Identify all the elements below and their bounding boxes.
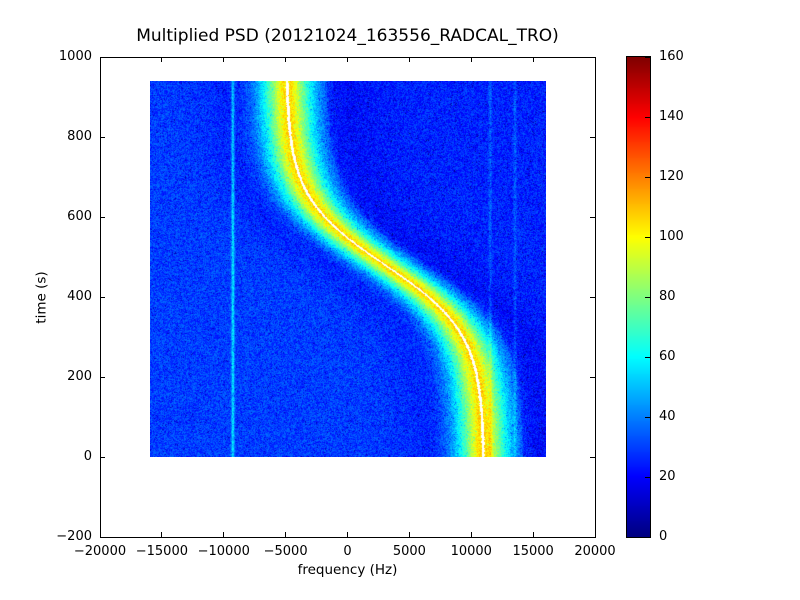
x-tick-mark — [470, 57, 472, 62]
colorbar-tick-label: 160 — [659, 49, 684, 64]
y-tick-mark — [100, 216, 105, 218]
x-tick-mark — [285, 57, 287, 62]
y-tick-mark — [590, 376, 595, 378]
x-tick-label: −15000 — [135, 544, 188, 559]
x-tick-label: −10000 — [197, 544, 250, 559]
y-tick-label: 1000 — [58, 49, 92, 64]
colorbar-tick-label: 140 — [659, 109, 684, 124]
x-tick-mark — [347, 57, 348, 62]
y-tick-mark — [590, 56, 595, 58]
y-tick-mark — [100, 376, 105, 378]
x-tick-mark — [161, 57, 163, 62]
colorbar-tick-mark — [645, 296, 650, 298]
y-tick-mark — [100, 136, 105, 138]
x-tick-mark — [470, 532, 472, 537]
x-tick-label: 10000 — [450, 544, 492, 559]
colorbar-tick-mark — [645, 536, 650, 538]
y-tick-label: 600 — [67, 209, 92, 224]
colorbar-tick-label: 60 — [659, 349, 676, 364]
y-tick-mark — [590, 216, 595, 218]
y-tick-label: −200 — [56, 529, 92, 544]
y-tick-mark — [100, 56, 105, 58]
colorbar — [626, 56, 651, 538]
colorbar-tick-mark — [645, 176, 650, 178]
y-tick-mark — [590, 296, 595, 298]
x-tick-mark — [223, 57, 225, 62]
x-tick-mark — [285, 532, 287, 537]
x-tick-mark — [347, 532, 348, 537]
x-axis-label: frequency (Hz) — [297, 562, 398, 578]
colorbar-gradient — [627, 57, 650, 537]
colorbar-tick-mark — [645, 116, 650, 118]
y-tick-mark — [100, 536, 105, 538]
plot-frame — [100, 57, 596, 538]
y-tick-label: 200 — [67, 369, 92, 384]
y-tick-label: 0 — [83, 449, 92, 464]
colorbar-tick-mark — [645, 56, 650, 58]
x-tick-label: 15000 — [512, 544, 554, 559]
y-tick-mark — [590, 456, 595, 458]
colorbar-tick-label: 100 — [659, 229, 684, 244]
y-tick-mark — [590, 136, 595, 138]
x-tick-mark — [532, 532, 534, 537]
colorbar-tick-label: 120 — [659, 169, 684, 184]
colorbar-tick-mark — [645, 236, 650, 238]
x-tick-label: −20000 — [73, 544, 127, 559]
x-tick-mark — [99, 57, 101, 62]
x-tick-label: 5000 — [392, 544, 426, 559]
x-tick-mark — [223, 532, 225, 537]
x-tick-label: 20000 — [574, 544, 616, 559]
y-tick-mark — [100, 456, 105, 458]
x-tick-mark — [532, 57, 534, 62]
spectrogram-image — [150, 81, 546, 457]
y-tick-mark — [100, 296, 105, 298]
colorbar-tick-label: 0 — [659, 529, 668, 544]
colorbar-tick-mark — [645, 356, 650, 358]
plot-title: Multiplied PSD (20121024_163556_RADCAL_T… — [136, 26, 559, 46]
y-tick-label: 800 — [67, 129, 92, 144]
y-tick-mark — [590, 536, 595, 538]
x-tick-mark — [408, 57, 410, 62]
x-tick-mark — [99, 532, 101, 537]
x-tick-label: −5000 — [263, 544, 308, 559]
x-tick-mark — [594, 532, 596, 537]
x-tick-mark — [594, 57, 596, 62]
y-tick-label: 400 — [67, 289, 92, 304]
colorbar-tick-label: 40 — [659, 409, 676, 424]
x-tick-mark — [161, 532, 163, 537]
colorbar-tick-mark — [645, 416, 650, 418]
colorbar-tick-label: 20 — [659, 469, 676, 484]
x-tick-label: 0 — [343, 544, 352, 559]
colorbar-tick-label: 80 — [659, 289, 676, 304]
colorbar-tick-mark — [645, 476, 650, 478]
x-tick-mark — [408, 532, 410, 537]
